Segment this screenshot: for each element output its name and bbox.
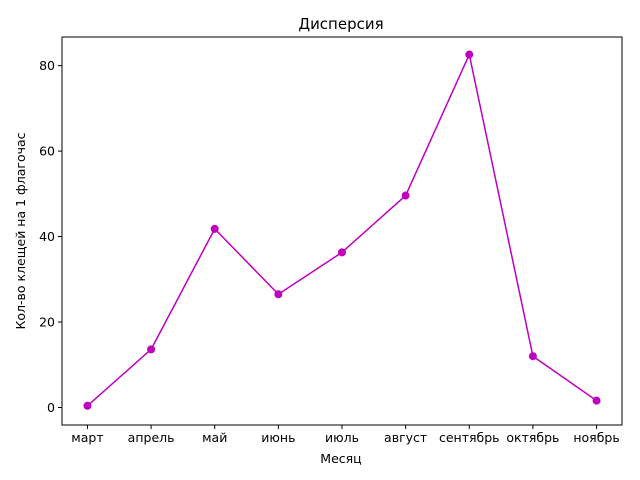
- y-tick-label: 80: [39, 58, 55, 73]
- data-point: [401, 191, 410, 200]
- y-axis-label: Кол-во клещей на 1 флагочас: [13, 132, 28, 329]
- data-point: [83, 401, 92, 410]
- x-tick-label: июль: [325, 430, 359, 445]
- data-point: [528, 352, 537, 361]
- chart-title: Дисперсия: [298, 15, 383, 33]
- data-point: [210, 224, 219, 233]
- x-tick-label: август: [384, 430, 427, 445]
- y-tick-label: 0: [47, 400, 55, 415]
- data-point: [465, 50, 474, 59]
- x-tick-label: март: [71, 430, 103, 445]
- data-point: [592, 396, 601, 405]
- x-tick-label: сентябрь: [439, 430, 500, 445]
- data-point: [147, 345, 156, 354]
- data-point: [274, 290, 283, 299]
- series-group: [83, 50, 601, 410]
- y-tick-label: 60: [39, 144, 55, 159]
- data-point: [338, 248, 346, 257]
- plot-area: [61, 36, 623, 426]
- x-tick-label: май: [202, 430, 227, 445]
- x-axis-label: Месяц: [320, 451, 361, 466]
- x-axis: март апрель май июнь июль август сентябрь октяб…: [71, 425, 620, 445]
- y-tick-label: 20: [39, 315, 55, 330]
- y-axis: 0 20 40 60 80: [39, 58, 62, 415]
- y-tick-label: 40: [39, 229, 55, 244]
- series-line: [86, 53, 597, 407]
- x-tick-label: октябрь: [506, 430, 559, 445]
- x-tick-label: ноябрь: [573, 430, 619, 445]
- x-tick-label: июнь: [261, 430, 295, 445]
- x-tick-label: апрель: [128, 430, 175, 445]
